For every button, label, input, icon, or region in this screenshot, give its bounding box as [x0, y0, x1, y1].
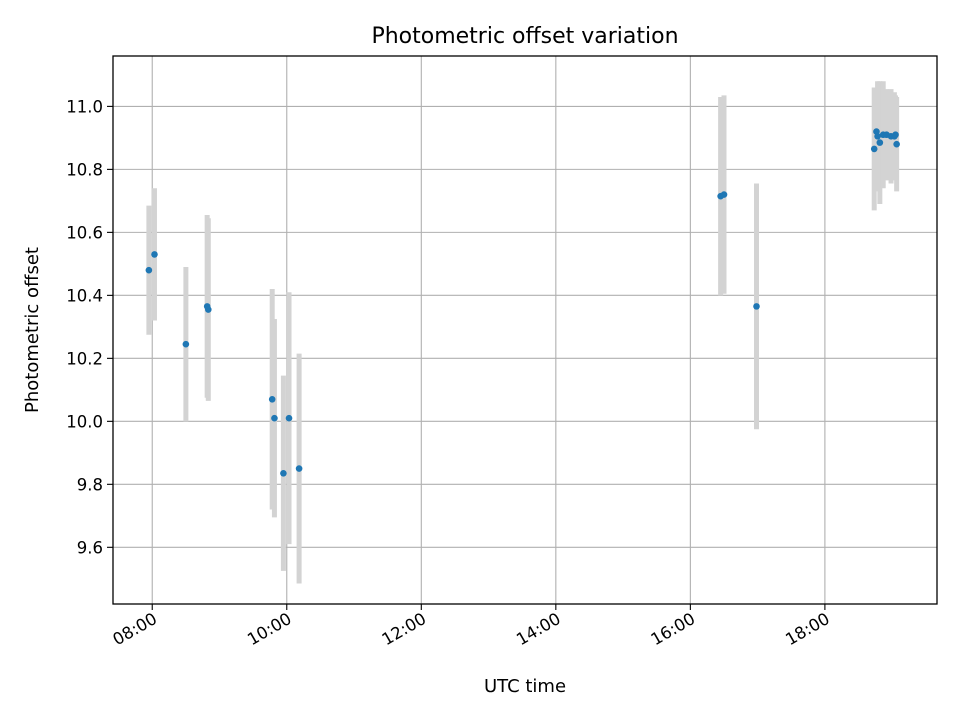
- y-axis-label: Photometric offset: [22, 247, 43, 413]
- x-tick-label: 18:00: [782, 609, 833, 649]
- plot-frame: [112, 55, 938, 605]
- data-points: [145, 128, 900, 477]
- x-axis-label: UTC time: [484, 676, 566, 697]
- x-tick-label: 10:00: [244, 609, 295, 649]
- data-point-7: [280, 469, 287, 477]
- y-tick-label: 10.4: [66, 286, 103, 305]
- data-point-1: [151, 251, 158, 258]
- y-axis-ticks: 9.6 9.8 10.0 10.2 10.4 10.6 10.8 11.0: [66, 97, 113, 557]
- data-point-15: [874, 133, 881, 140]
- x-axis-ticks: 08:00 10:00 12:00 14:00 16:00 18:00: [110, 604, 833, 649]
- y-tick-label: 10.8: [66, 160, 103, 179]
- data-point-2: [182, 340, 190, 348]
- data-point-9: [295, 465, 303, 472]
- error-bars: [146, 81, 900, 584]
- x-tick-label: 12:00: [379, 609, 430, 649]
- y-tick-label: 9.6: [77, 538, 103, 557]
- data-point-22: [893, 140, 900, 148]
- data-point-13: [870, 145, 878, 153]
- y-tick-label: 10.2: [66, 349, 103, 368]
- data-point-6: [271, 414, 278, 422]
- data-point-0: [145, 266, 153, 274]
- data-point-11: [720, 191, 728, 198]
- grid: [113, 56, 937, 604]
- x-tick-label: 08:00: [110, 609, 161, 649]
- y-tick-label: 10.0: [66, 412, 103, 431]
- data-point-21: [892, 131, 899, 139]
- data-point-8: [285, 414, 293, 422]
- chart-title: Photometric offset variation: [371, 24, 678, 49]
- data-point-4: [204, 306, 212, 313]
- data-point-12: [753, 303, 760, 310]
- y-tick-label: 10.6: [66, 223, 103, 242]
- y-tick-label: 11.0: [66, 97, 103, 116]
- data-point-5: [268, 395, 276, 403]
- x-tick-label: 14:00: [513, 609, 564, 649]
- x-tick-label: 16:00: [648, 609, 699, 649]
- y-tick-label: 9.8: [77, 475, 103, 494]
- data-point-16: [876, 139, 884, 146]
